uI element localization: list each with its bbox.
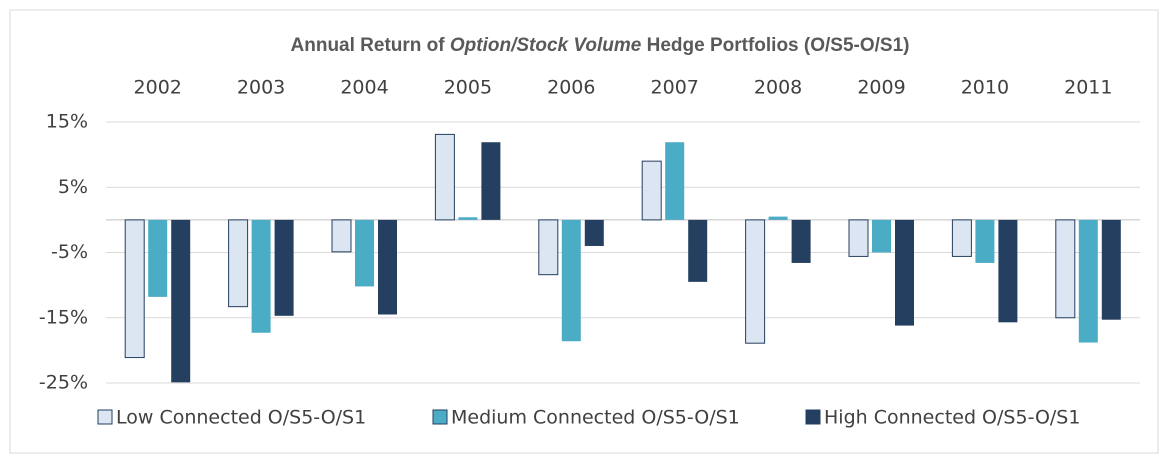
bar xyxy=(251,219,271,333)
bar xyxy=(1078,219,1098,343)
bar xyxy=(688,219,708,282)
y-tick-label: -15% xyxy=(39,306,88,328)
bar xyxy=(124,219,145,359)
x-tick-label: 2002 xyxy=(134,77,182,99)
bar xyxy=(951,219,972,257)
legend-label: Medium Connected O/S5-O/S1 xyxy=(451,407,740,429)
title-part: Annual Return of xyxy=(291,35,450,56)
x-tick-label: 2005 xyxy=(444,77,492,99)
y-tick-label: -25% xyxy=(39,372,88,394)
bar xyxy=(975,219,995,263)
bar xyxy=(148,219,168,297)
bar xyxy=(641,160,662,221)
legend-swatch xyxy=(97,409,113,425)
bar xyxy=(872,219,891,253)
chart-title: Annual Return of Option/Stock Volume Hed… xyxy=(291,35,910,56)
bar xyxy=(228,219,249,308)
legend-swatch xyxy=(432,409,448,425)
bar xyxy=(481,142,501,220)
bar xyxy=(998,219,1018,323)
bar xyxy=(1055,219,1076,319)
y-tick-label: 15% xyxy=(46,111,88,133)
x-tick-label: 2011 xyxy=(1064,77,1112,99)
x-tick-label: 2009 xyxy=(857,77,905,99)
legend-swatch xyxy=(805,409,821,425)
x-tick-label: 2003 xyxy=(237,77,285,99)
x-tick-label: 2006 xyxy=(547,77,595,99)
bar xyxy=(561,219,581,342)
bar xyxy=(848,219,869,257)
bar xyxy=(274,219,294,316)
bar xyxy=(538,219,559,276)
bar xyxy=(745,219,766,344)
x-tick-label: 2008 xyxy=(754,77,802,99)
bar xyxy=(768,216,788,220)
bar xyxy=(355,219,374,287)
y-tick-label: -5% xyxy=(51,241,88,263)
x-tick-label: 2004 xyxy=(340,77,388,99)
legend-label: High Connected O/S5-O/S1 xyxy=(824,407,1080,429)
bar xyxy=(791,219,811,263)
bar xyxy=(584,219,604,246)
x-tick-label: 2010 xyxy=(961,77,1009,99)
title-part: Hedge Portfolios (O/S5-O/S1) xyxy=(641,35,909,56)
legend-label: Low Connected O/S5-O/S1 xyxy=(116,407,366,429)
y-tick-label: 5% xyxy=(58,176,88,198)
bar xyxy=(458,217,478,220)
bar xyxy=(331,219,352,253)
bar xyxy=(434,133,455,221)
x-tick-label: 2007 xyxy=(651,77,699,99)
bar xyxy=(171,219,191,383)
bar xyxy=(895,219,914,326)
title-part: Option/Stock Volume xyxy=(450,35,642,56)
bar xyxy=(378,219,397,315)
bar xyxy=(1101,219,1121,320)
bar xyxy=(665,142,685,220)
